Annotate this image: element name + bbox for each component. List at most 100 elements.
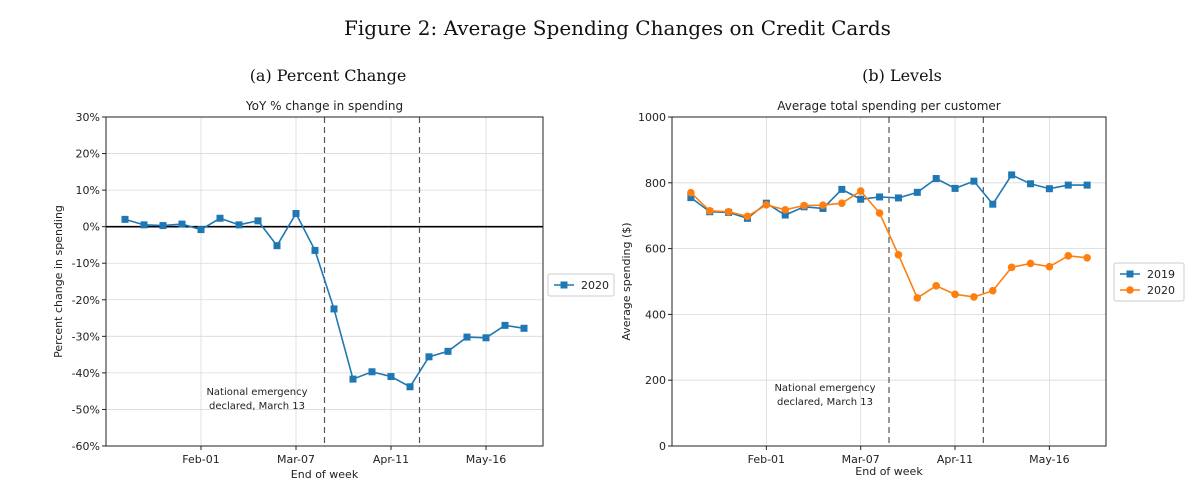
- data-point-2020: [724, 207, 733, 216]
- legend-swatch-marker: [1126, 270, 1134, 278]
- data-point-2020: [800, 201, 808, 210]
- data-point-2020: [932, 281, 940, 290]
- y-tick-label: 800: [645, 177, 666, 190]
- legend: 2019 2020: [1113, 262, 1185, 302]
- data-point-2020: [349, 375, 357, 383]
- panel-a-caption: (a) Percent Change: [249, 66, 407, 85]
- legend-label: 2020: [581, 279, 609, 292]
- data-point-2020: [425, 353, 433, 361]
- x-tick-label: May-16: [1029, 453, 1070, 466]
- y-tick-label: -20%: [72, 294, 100, 307]
- data-point-2020: [311, 246, 319, 254]
- legend-label: 2019: [1147, 268, 1175, 281]
- y-tick-label: 200: [645, 374, 666, 387]
- data-point-2020: [121, 215, 129, 223]
- data-point-2020: [178, 220, 186, 228]
- y-tick-label: -40%: [72, 367, 100, 380]
- data-point-2019: [1064, 181, 1072, 189]
- data-point-2020: [368, 368, 376, 376]
- data-point-2020: [463, 333, 471, 341]
- data-point-2019: [857, 195, 865, 203]
- series-line-2020: [124, 211, 525, 388]
- x-tick-label: Mar-07: [842, 453, 880, 466]
- data-point-2019: [687, 194, 695, 202]
- data-point-2019: [1083, 181, 1091, 189]
- data-point-2020: [1026, 259, 1035, 268]
- data-point-2019: [838, 185, 846, 193]
- data-point-2020: [387, 373, 395, 381]
- legend-swatch-marker: [560, 281, 568, 289]
- data-point-2020: [762, 201, 771, 209]
- x-tick-label: Mar-07: [277, 453, 315, 466]
- data-point-2019: [913, 188, 921, 196]
- y-tick-label: 10%: [76, 184, 100, 197]
- x-axis-label: End of week: [855, 465, 923, 478]
- data-point-2019: [781, 211, 789, 219]
- data-point-2019: [894, 194, 902, 202]
- legend-swatch-marker: [1126, 286, 1134, 294]
- data-point-2019: [1008, 171, 1016, 179]
- data-point-2020: [819, 201, 827, 209]
- y-tick-label: 400: [645, 308, 666, 321]
- chart-title: YoY % change in spending: [245, 99, 403, 113]
- y-axis-label: Percent change in spending: [52, 205, 65, 358]
- data-point-2020: [705, 206, 714, 215]
- data-point-2019: [876, 193, 884, 201]
- panel-b-caption: (b) Levels: [862, 66, 942, 85]
- series-line-2020: [690, 189, 1088, 300]
- x-axis-label: End of week: [291, 468, 359, 481]
- data-point-2020: [894, 251, 903, 259]
- y-tick-label: -60%: [72, 440, 100, 453]
- data-point-2020: [913, 294, 922, 302]
- data-point-2020: [743, 212, 752, 221]
- data-point-2020: [1045, 262, 1054, 271]
- legend-box: [547, 273, 615, 297]
- chart-panel-a: -60% -50% -40% -30% -20% -10% 0% 10% 20% 30% Feb-0…: [52, 99, 615, 481]
- y-tick-label: 0: [659, 440, 666, 453]
- data-point-2020: [875, 209, 884, 217]
- data-point-2019: [932, 175, 940, 183]
- x-tick-label: Feb-01: [182, 453, 219, 466]
- data-point-2020: [482, 334, 490, 342]
- data-point-2020: [1083, 254, 1091, 262]
- data-point-2020: [254, 217, 262, 225]
- data-point-2020: [988, 286, 997, 295]
- y-tick-label: -10%: [72, 257, 100, 270]
- chart-title: Average total spending per customer: [777, 99, 1001, 113]
- data-point-2019: [1045, 185, 1053, 193]
- data-point-2019: [970, 177, 978, 185]
- plot-frame: [671, 116, 1107, 447]
- x-tick-label: May-16: [466, 453, 507, 466]
- data-point-2020: [216, 214, 224, 222]
- annotation-text: declared, March 13: [209, 401, 305, 412]
- data-point-2020: [159, 222, 167, 230]
- y-tick-label: 1000: [638, 111, 666, 124]
- data-point-2019: [1027, 180, 1035, 188]
- data-point-2020: [520, 324, 528, 332]
- data-point-2020: [406, 383, 414, 391]
- x-tick-label: Apr-11: [937, 453, 973, 466]
- data-point-2020: [235, 221, 243, 229]
- data-point-2020: [970, 293, 978, 301]
- data-point-2020: [838, 199, 846, 207]
- y-tick-label: 20%: [76, 148, 100, 161]
- data-point-2020: [444, 347, 452, 355]
- data-point-2019: [989, 200, 997, 208]
- figure-title: Figure 2: Average Spending Changes on Cr…: [344, 16, 891, 40]
- data-point-2020: [781, 205, 790, 214]
- chart-panel-b: 0 200 400 600 800 1000 Feb-01 Mar-07 Apr-11 May-1…: [620, 99, 1185, 478]
- y-tick-label: 600: [645, 243, 666, 256]
- plot-frame: [105, 116, 544, 447]
- annotation-text: declared, March 13: [777, 397, 873, 408]
- data-point-2020: [1007, 263, 1016, 272]
- data-point-2020: [273, 242, 281, 250]
- y-tick-label: -30%: [72, 330, 100, 343]
- data-point-2020: [330, 305, 338, 313]
- x-tick-label: Apr-11: [373, 453, 409, 466]
- legend-label: 2020: [1147, 284, 1175, 297]
- data-point-2020: [140, 221, 148, 229]
- data-point-2020: [687, 188, 695, 197]
- annotation-text: National emergency: [774, 383, 875, 394]
- data-point-2020: [501, 321, 509, 329]
